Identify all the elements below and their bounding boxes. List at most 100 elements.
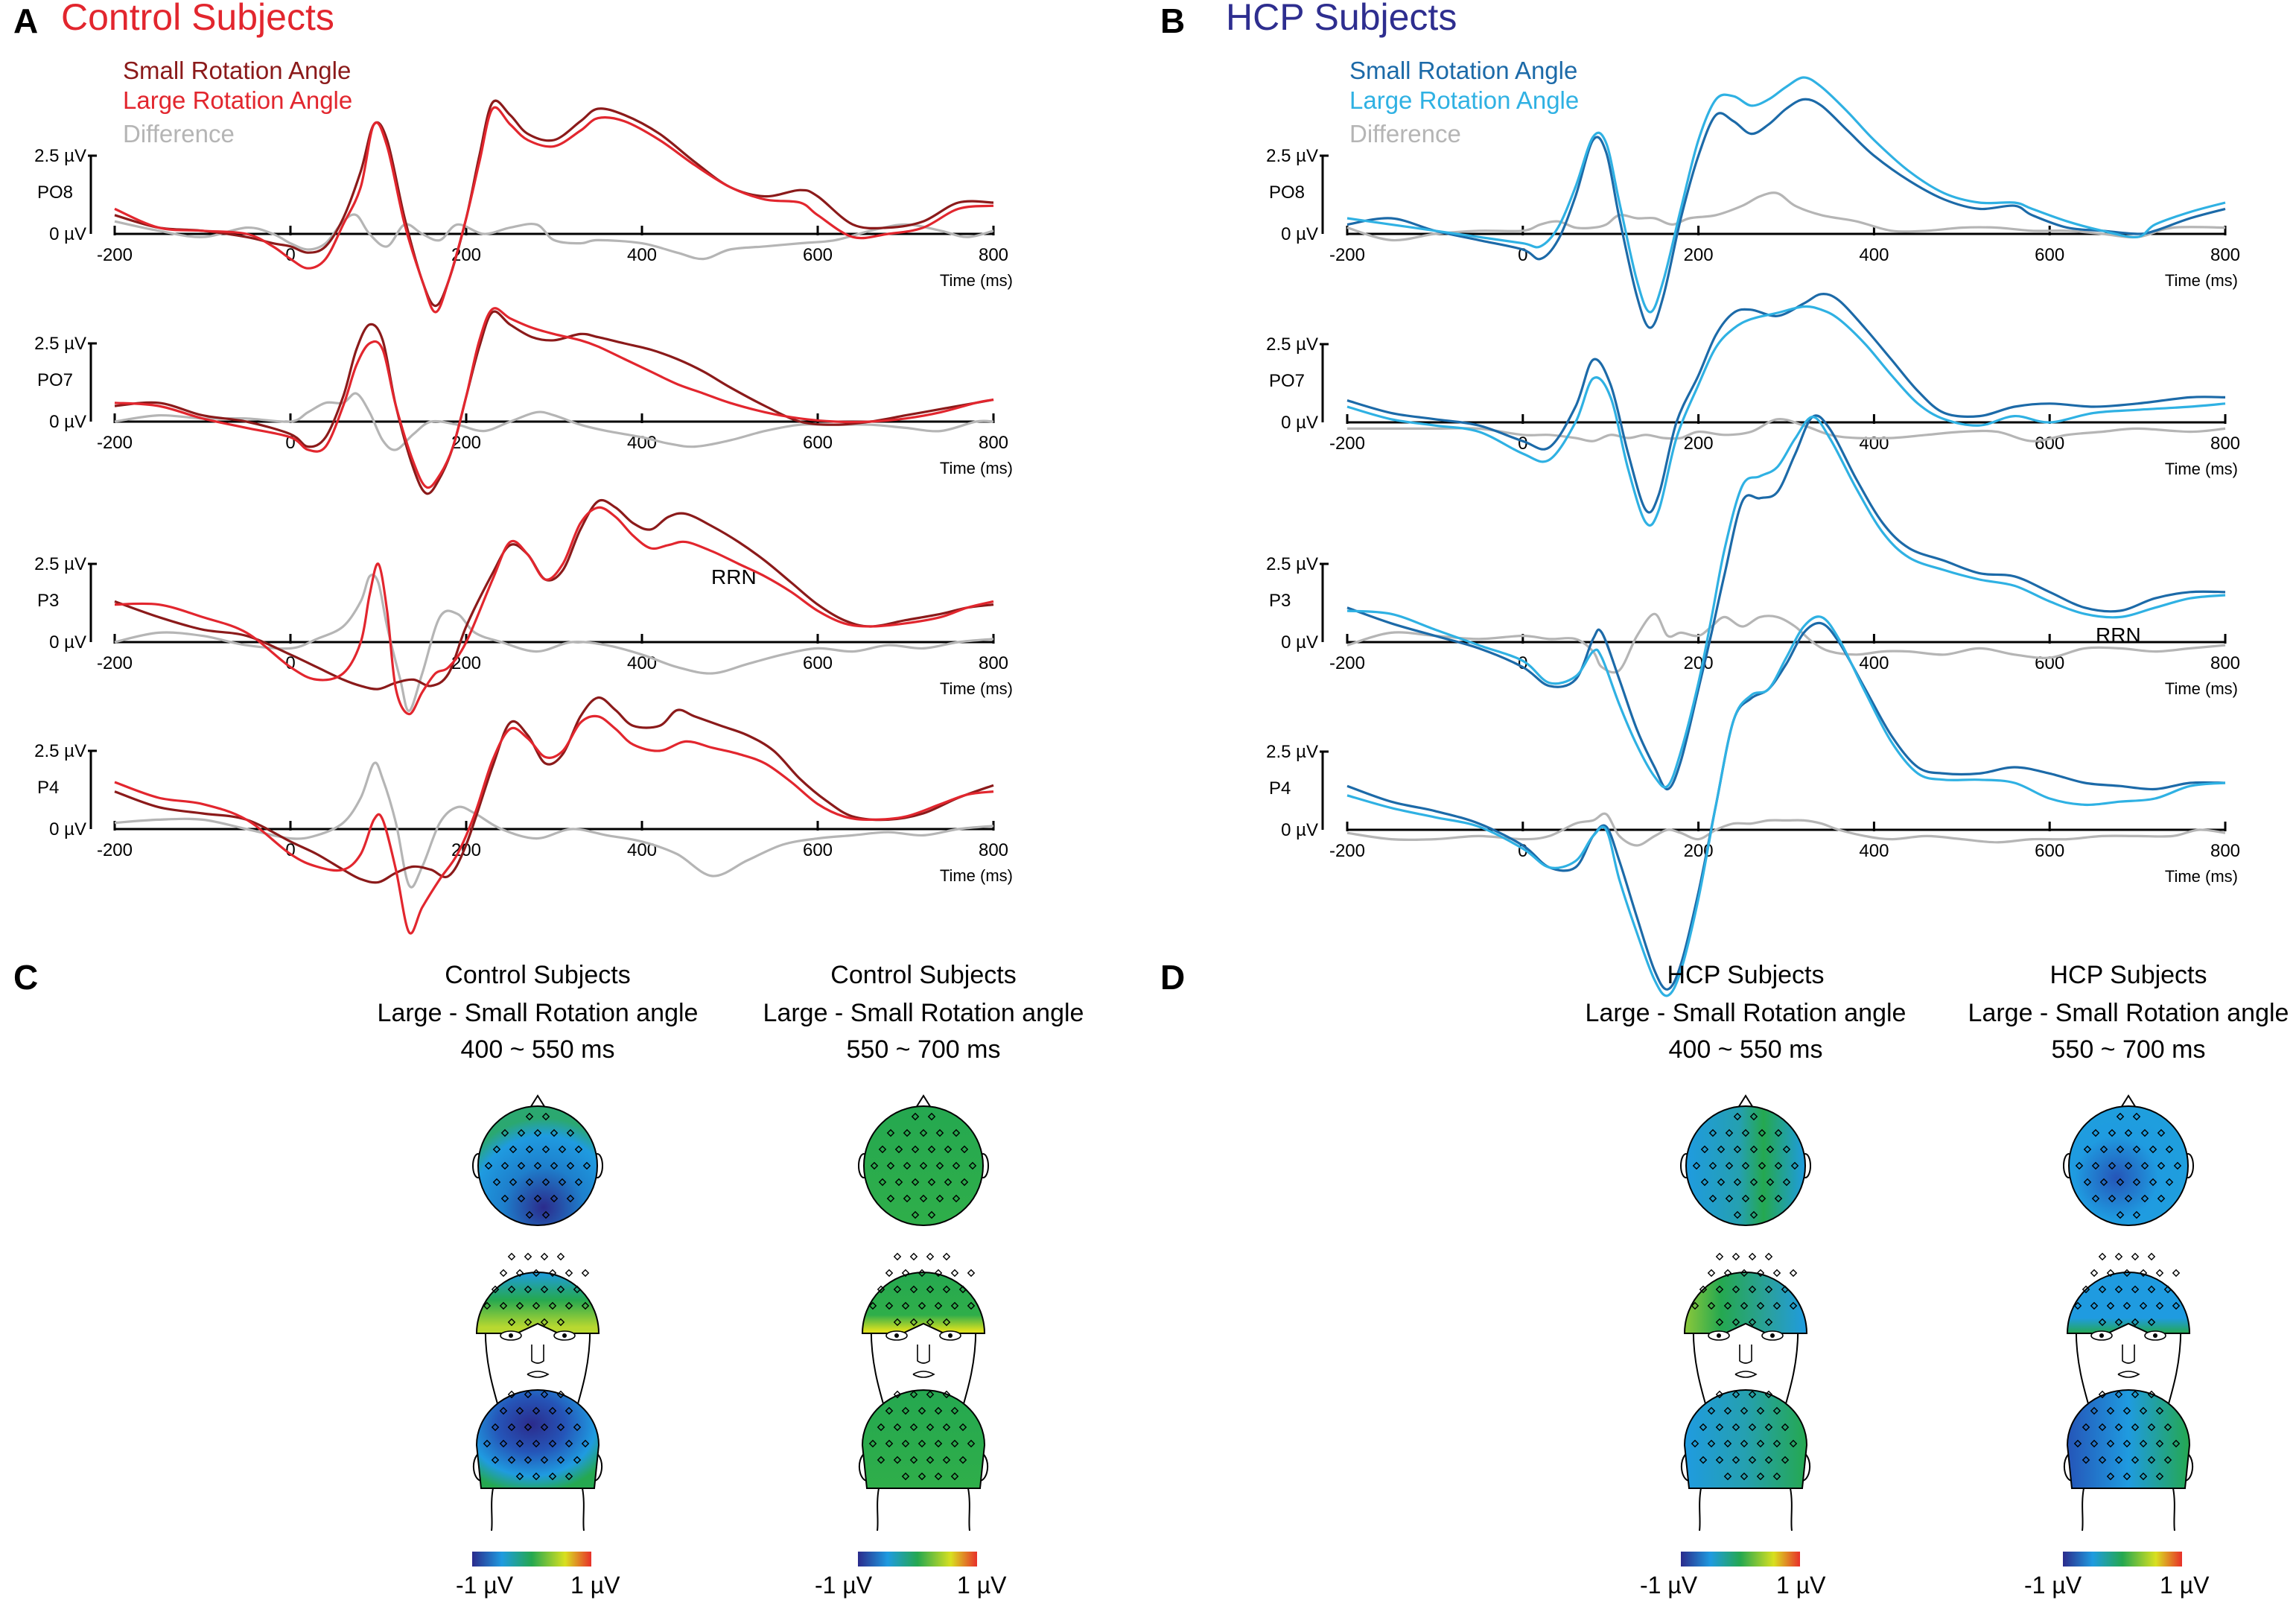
- electrode-marker: [2131, 1456, 2140, 1464]
- electrode-marker: [960, 1145, 969, 1154]
- electrode-marker: [2155, 1269, 2164, 1277]
- electrode-marker: [525, 1145, 534, 1154]
- panel-b-p3-time-label: Time (ms): [2165, 679, 2238, 698]
- panel-a-p4-electrode-label: P4: [37, 778, 59, 798]
- panel-a-po8-time-label: Time (ms): [940, 271, 1013, 290]
- panel-a-po8-x-tick-label: -200: [97, 245, 133, 265]
- panel-b-traces: [1346, 76, 2226, 997]
- electrode-marker: [942, 1390, 951, 1399]
- electrode-marker: [491, 1423, 500, 1432]
- electrode-marker: [532, 1439, 541, 1448]
- colorbar-c1: -1 µV 1 µV: [456, 1552, 620, 1599]
- electrode-marker: [1756, 1301, 1765, 1310]
- electrode-marker: [958, 1423, 967, 1432]
- electrode-marker: [1723, 1472, 1732, 1481]
- electrode-marker: [1723, 1406, 1732, 1415]
- topo-title-c1: Control Subjects Large - Small Rotation …: [378, 961, 699, 1064]
- electrode-marker: [2139, 1301, 2148, 1310]
- panel-a-p4-large-rotation-angle-trace: [114, 714, 994, 935]
- topomap-front-view: [1683, 1272, 1808, 1334]
- panel-a-p4-y-tick-label-zero: 0 µV: [49, 819, 86, 839]
- electrode-marker: [533, 1129, 542, 1137]
- electrode-marker: [1741, 1129, 1750, 1137]
- electrode-marker: [556, 1456, 565, 1464]
- electrode-marker: [934, 1269, 943, 1277]
- electrode-marker: [894, 1178, 903, 1187]
- electrode-marker: [2155, 1439, 2164, 1448]
- panel-a-legend-large: Large Rotation Angle: [123, 86, 352, 114]
- electrode-marker: [2132, 1178, 2141, 1187]
- electrode-marker: [926, 1456, 935, 1464]
- electrode-marker: [540, 1456, 549, 1464]
- panel-b-po8-small-rotation-angle-trace: [1346, 98, 2226, 329]
- panel-b-po7-x-tick-label: 400: [1859, 434, 1889, 454]
- panel-a-po7-x-tick-label: 800: [979, 433, 1008, 453]
- topomap-back-view: [861, 1389, 986, 1489]
- panel-a-po8-small-rotation-angle-trace: [114, 99, 994, 308]
- pupil-icon: [894, 1333, 899, 1338]
- electrode-marker: [2147, 1390, 2156, 1399]
- electrode-marker: [1740, 1406, 1749, 1415]
- panel-a-p4-difference-trace: [114, 761, 994, 889]
- electrode-marker: [2157, 1161, 2166, 1170]
- topo-title-c2: Control Subjects Large - Small Rotation …: [763, 961, 1084, 1064]
- panel-b-p4-electrode-label: P4: [1269, 778, 1291, 799]
- electrode-marker: [934, 1439, 943, 1448]
- electrode-marker: [1731, 1252, 1740, 1261]
- electrode-marker: [909, 1318, 918, 1327]
- electrode-marker: [1692, 1161, 1701, 1170]
- mouth-icon: [2117, 1371, 2140, 1378]
- electrode-marker: [1774, 1194, 1783, 1203]
- electrode-marker: [2082, 1285, 2090, 1294]
- electrode-marker: [1725, 1194, 1734, 1203]
- electrode-marker: [500, 1129, 509, 1137]
- electrode-marker: [1725, 1161, 1734, 1170]
- electrode-marker: [1772, 1301, 1781, 1310]
- electrode-marker: [2155, 1301, 2164, 1310]
- electrode-marker: [2124, 1129, 2133, 1137]
- panel-a-p3-large-rotation-angle-trace: [114, 506, 994, 716]
- electrode-marker: [1741, 1161, 1750, 1170]
- electrode-marker: [2147, 1423, 2156, 1432]
- electrode-marker: [540, 1423, 549, 1432]
- electrode-marker: [1731, 1456, 1740, 1464]
- electrode-marker: [548, 1269, 557, 1277]
- panel-b-p3-difference-trace: [1346, 612, 2226, 674]
- electrode-marker: [944, 1178, 953, 1187]
- panel-b-p3-electrode-label: P3: [1269, 591, 1291, 611]
- electrode-marker: [1772, 1472, 1781, 1481]
- electrode-marker: [926, 1423, 935, 1432]
- electrode-marker: [927, 1112, 936, 1121]
- electrode-marker: [1717, 1178, 1726, 1187]
- panel-a-p3-difference-trace: [114, 574, 994, 712]
- electrode-marker: [1725, 1129, 1734, 1137]
- topomap-front-view: [861, 1272, 986, 1334]
- electrode-marker: [901, 1406, 910, 1415]
- panel-a-p3-electrode-label: P3: [37, 591, 59, 611]
- electrode-marker: [1774, 1161, 1783, 1170]
- panel-b-p4-large-rotation-angle-trace: [1346, 615, 2226, 997]
- electrode-marker: [1772, 1439, 1781, 1448]
- electrode-marker: [2165, 1145, 2174, 1154]
- electrode-marker: [926, 1252, 935, 1261]
- electrode-marker: [1749, 1112, 1758, 1121]
- nose-icon: [1739, 1345, 1752, 1364]
- electrode-marker: [507, 1456, 516, 1464]
- electrode-marker: [918, 1406, 926, 1415]
- electrode-marker: [2157, 1194, 2166, 1203]
- electrode-marker: [1748, 1252, 1757, 1261]
- pupil-icon: [948, 1333, 953, 1338]
- electrode-marker: [533, 1194, 542, 1203]
- electrode-marker: [926, 1285, 935, 1294]
- electrode-marker: [581, 1439, 590, 1448]
- electrode-marker: [2106, 1301, 2115, 1310]
- panel-a-po8-x-tick-label: 800: [979, 245, 1008, 265]
- electrode-marker: [901, 1269, 910, 1277]
- electrode-marker: [541, 1210, 550, 1219]
- electrode-marker: [952, 1194, 961, 1203]
- panel-b-p4-x-tick-label: -200: [1329, 841, 1365, 861]
- panel-b-po7-y-tick-label-zero: 0 µV: [1281, 413, 1318, 433]
- electrode-marker: [507, 1252, 516, 1261]
- electrode-marker: [2083, 1178, 2092, 1187]
